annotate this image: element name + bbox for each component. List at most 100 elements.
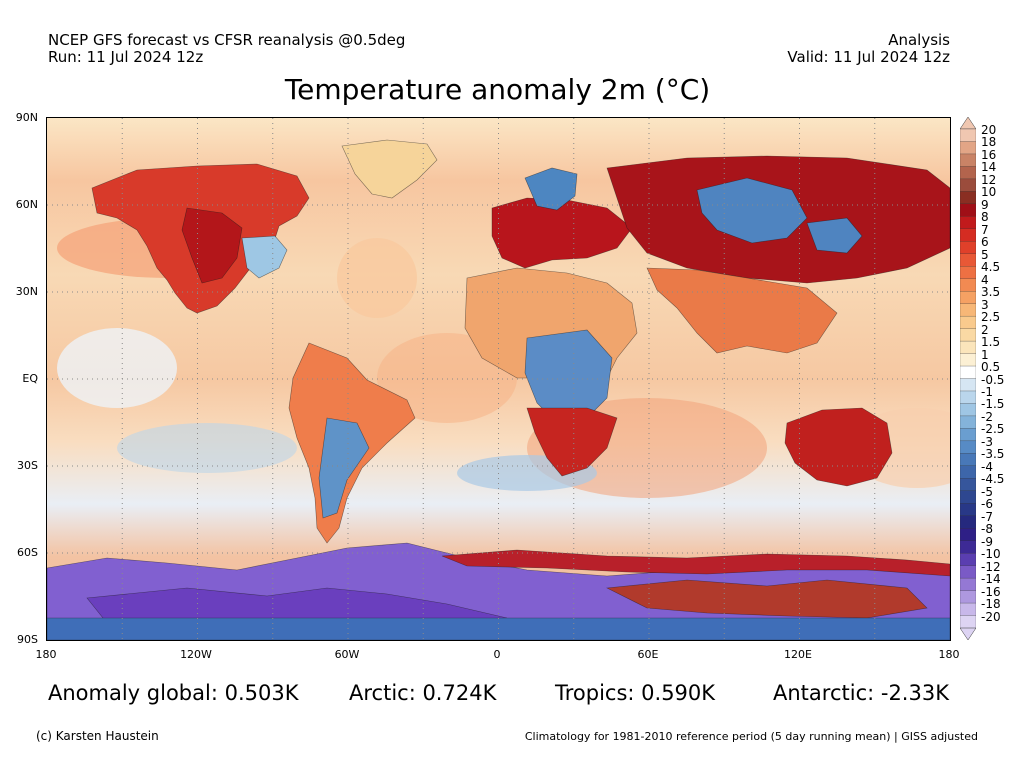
colorbar-swatch	[960, 166, 976, 180]
arctic-anomaly: Arctic: 0.724K	[349, 681, 497, 705]
lat-label-60s: 60S	[17, 546, 38, 559]
colorbar-level-label: 0.5	[981, 360, 1001, 375]
colorbar-swatch	[960, 552, 976, 567]
colorbar-swatch	[960, 465, 976, 479]
colorbar-level-label: 8	[981, 210, 989, 225]
colorbar-level-label: -1	[981, 384, 993, 399]
colorbar-swatch	[960, 390, 976, 405]
colorbar-level-label: 12	[981, 172, 997, 187]
colorbar-level-label: -9	[981, 534, 993, 549]
lon-label-180e: 180	[938, 648, 960, 661]
colorbar-swatch	[960, 266, 976, 280]
colorbar-swatch	[960, 615, 976, 629]
colorbar-swatch	[960, 565, 976, 579]
colorbar-swatch	[960, 191, 976, 205]
colorbar-top-arrow	[960, 117, 976, 130]
colorbar-swatch	[960, 153, 976, 168]
colorbar-level-label: -16	[981, 584, 1001, 599]
lon-label-180w: 180	[35, 648, 57, 661]
colorbar-swatch	[960, 577, 976, 592]
colorbar-level-label: 18	[981, 135, 997, 150]
colorbar-swatch	[960, 353, 976, 367]
lon-label-0: 0	[493, 648, 501, 661]
colorbar-level-label: -14	[981, 572, 1001, 587]
colorbar-level-label: -2	[981, 409, 993, 424]
valid-time: Valid: 11 Jul 2024 12z	[787, 48, 950, 66]
colorbar-swatch	[960, 503, 976, 517]
colorbar-level-label: 14	[981, 160, 997, 175]
colorbar-level-label: 2	[981, 322, 989, 337]
global-anomaly: Anomaly global: 0.503K	[48, 681, 299, 705]
colorbar-level-label: -20	[981, 609, 1001, 624]
colorbar-level-label: 20	[981, 123, 997, 137]
colorbar-swatch	[960, 253, 976, 267]
lat-label-eq: EQ	[22, 372, 38, 385]
colorbar-level-label: -10	[981, 547, 1001, 562]
lat-label-30s: 30S	[17, 459, 38, 472]
anomaly-map	[46, 117, 951, 641]
south-america-cool	[318, 417, 370, 519]
colorbar-swatch	[960, 128, 976, 143]
anomaly-map-canvas	[47, 118, 950, 640]
lon-label-60w: 60W	[334, 648, 360, 661]
siberia-cool	[806, 217, 863, 254]
colorbar-swatch	[960, 440, 976, 455]
colorbar-swatch	[960, 141, 976, 155]
lat-label-90s: 90S	[17, 633, 38, 646]
north-america-hot	[181, 207, 243, 284]
africa-south	[526, 407, 618, 477]
colorbar-level-label: -5	[981, 484, 993, 499]
colorbar-bottom-arrow	[960, 627, 976, 640]
colorbar-swatch	[960, 303, 976, 317]
colorbar-level-label: 4	[981, 272, 989, 287]
colorbar-level-label: 7	[981, 222, 989, 237]
climatology-note: Climatology for 1981-2010 reference peri…	[524, 730, 978, 743]
lat-label-60n: 60N	[15, 198, 38, 211]
colorbar-swatch	[960, 378, 976, 392]
southern-ocean-hot	[441, 549, 950, 577]
asia-south	[646, 267, 838, 354]
lat-label-90n: 90N	[15, 111, 38, 124]
colorbar-swatch	[960, 291, 976, 305]
colorbar-swatch	[960, 478, 976, 492]
colorbar-swatch	[960, 415, 976, 430]
scandinavia-cool	[524, 167, 578, 211]
model-description: NCEP GFS forecast vs CFSR reanalysis @0.…	[48, 31, 406, 49]
antarctica-warm	[605, 579, 928, 619]
colorbar	[960, 117, 976, 640]
colorbar-swatch	[960, 315, 976, 330]
colorbar-level-label: 10	[981, 185, 997, 200]
colorbar-level-label: 5	[981, 247, 989, 262]
colorbar-swatch	[960, 203, 976, 217]
colorbar-level-label: -3	[981, 434, 993, 449]
colorbar-swatch	[960, 453, 976, 467]
lon-label-120w: 120W	[180, 648, 212, 661]
colorbar-swatch	[960, 340, 976, 355]
author-credit: (c) Karsten Haustein	[36, 729, 159, 743]
colorbar-swatch	[960, 241, 976, 255]
colorbar-swatch	[960, 428, 976, 442]
colorbar-swatch	[960, 278, 976, 292]
colorbar-level-label: 16	[981, 147, 997, 162]
siberia-cool	[696, 177, 808, 244]
graticule	[47, 118, 950, 640]
colorbar-swatch	[960, 602, 976, 617]
colorbar-level-label: 3	[981, 297, 989, 312]
lon-label-120e: 120E	[784, 648, 812, 661]
colorbar-swatch	[960, 403, 976, 417]
colorbar-swatch	[960, 515, 976, 529]
lon-label-60e: 60E	[637, 648, 659, 661]
colorbar-level-label: 6	[981, 235, 989, 250]
colorbar-level-label: -4	[981, 459, 993, 474]
colorbar-level-label: 2.5	[981, 310, 1001, 325]
map-title: Temperature anomaly 2m (°C)	[284, 73, 711, 106]
colorbar-level-label: -3.5	[981, 447, 1005, 462]
colorbar-level-label: 3.5	[981, 285, 1001, 300]
antarctic-anomaly: Antarctic: -2.33K	[773, 681, 949, 705]
tropics-anomaly: Tropics: 0.590K	[555, 681, 716, 705]
run-time: Run: 11 Jul 2024 12z	[48, 48, 204, 66]
colorbar-swatch	[960, 540, 976, 554]
colorbar-level-label: -2.5	[981, 422, 1005, 437]
colorbar-level-label: -12	[981, 559, 1001, 574]
colorbar-swatch	[960, 590, 976, 604]
